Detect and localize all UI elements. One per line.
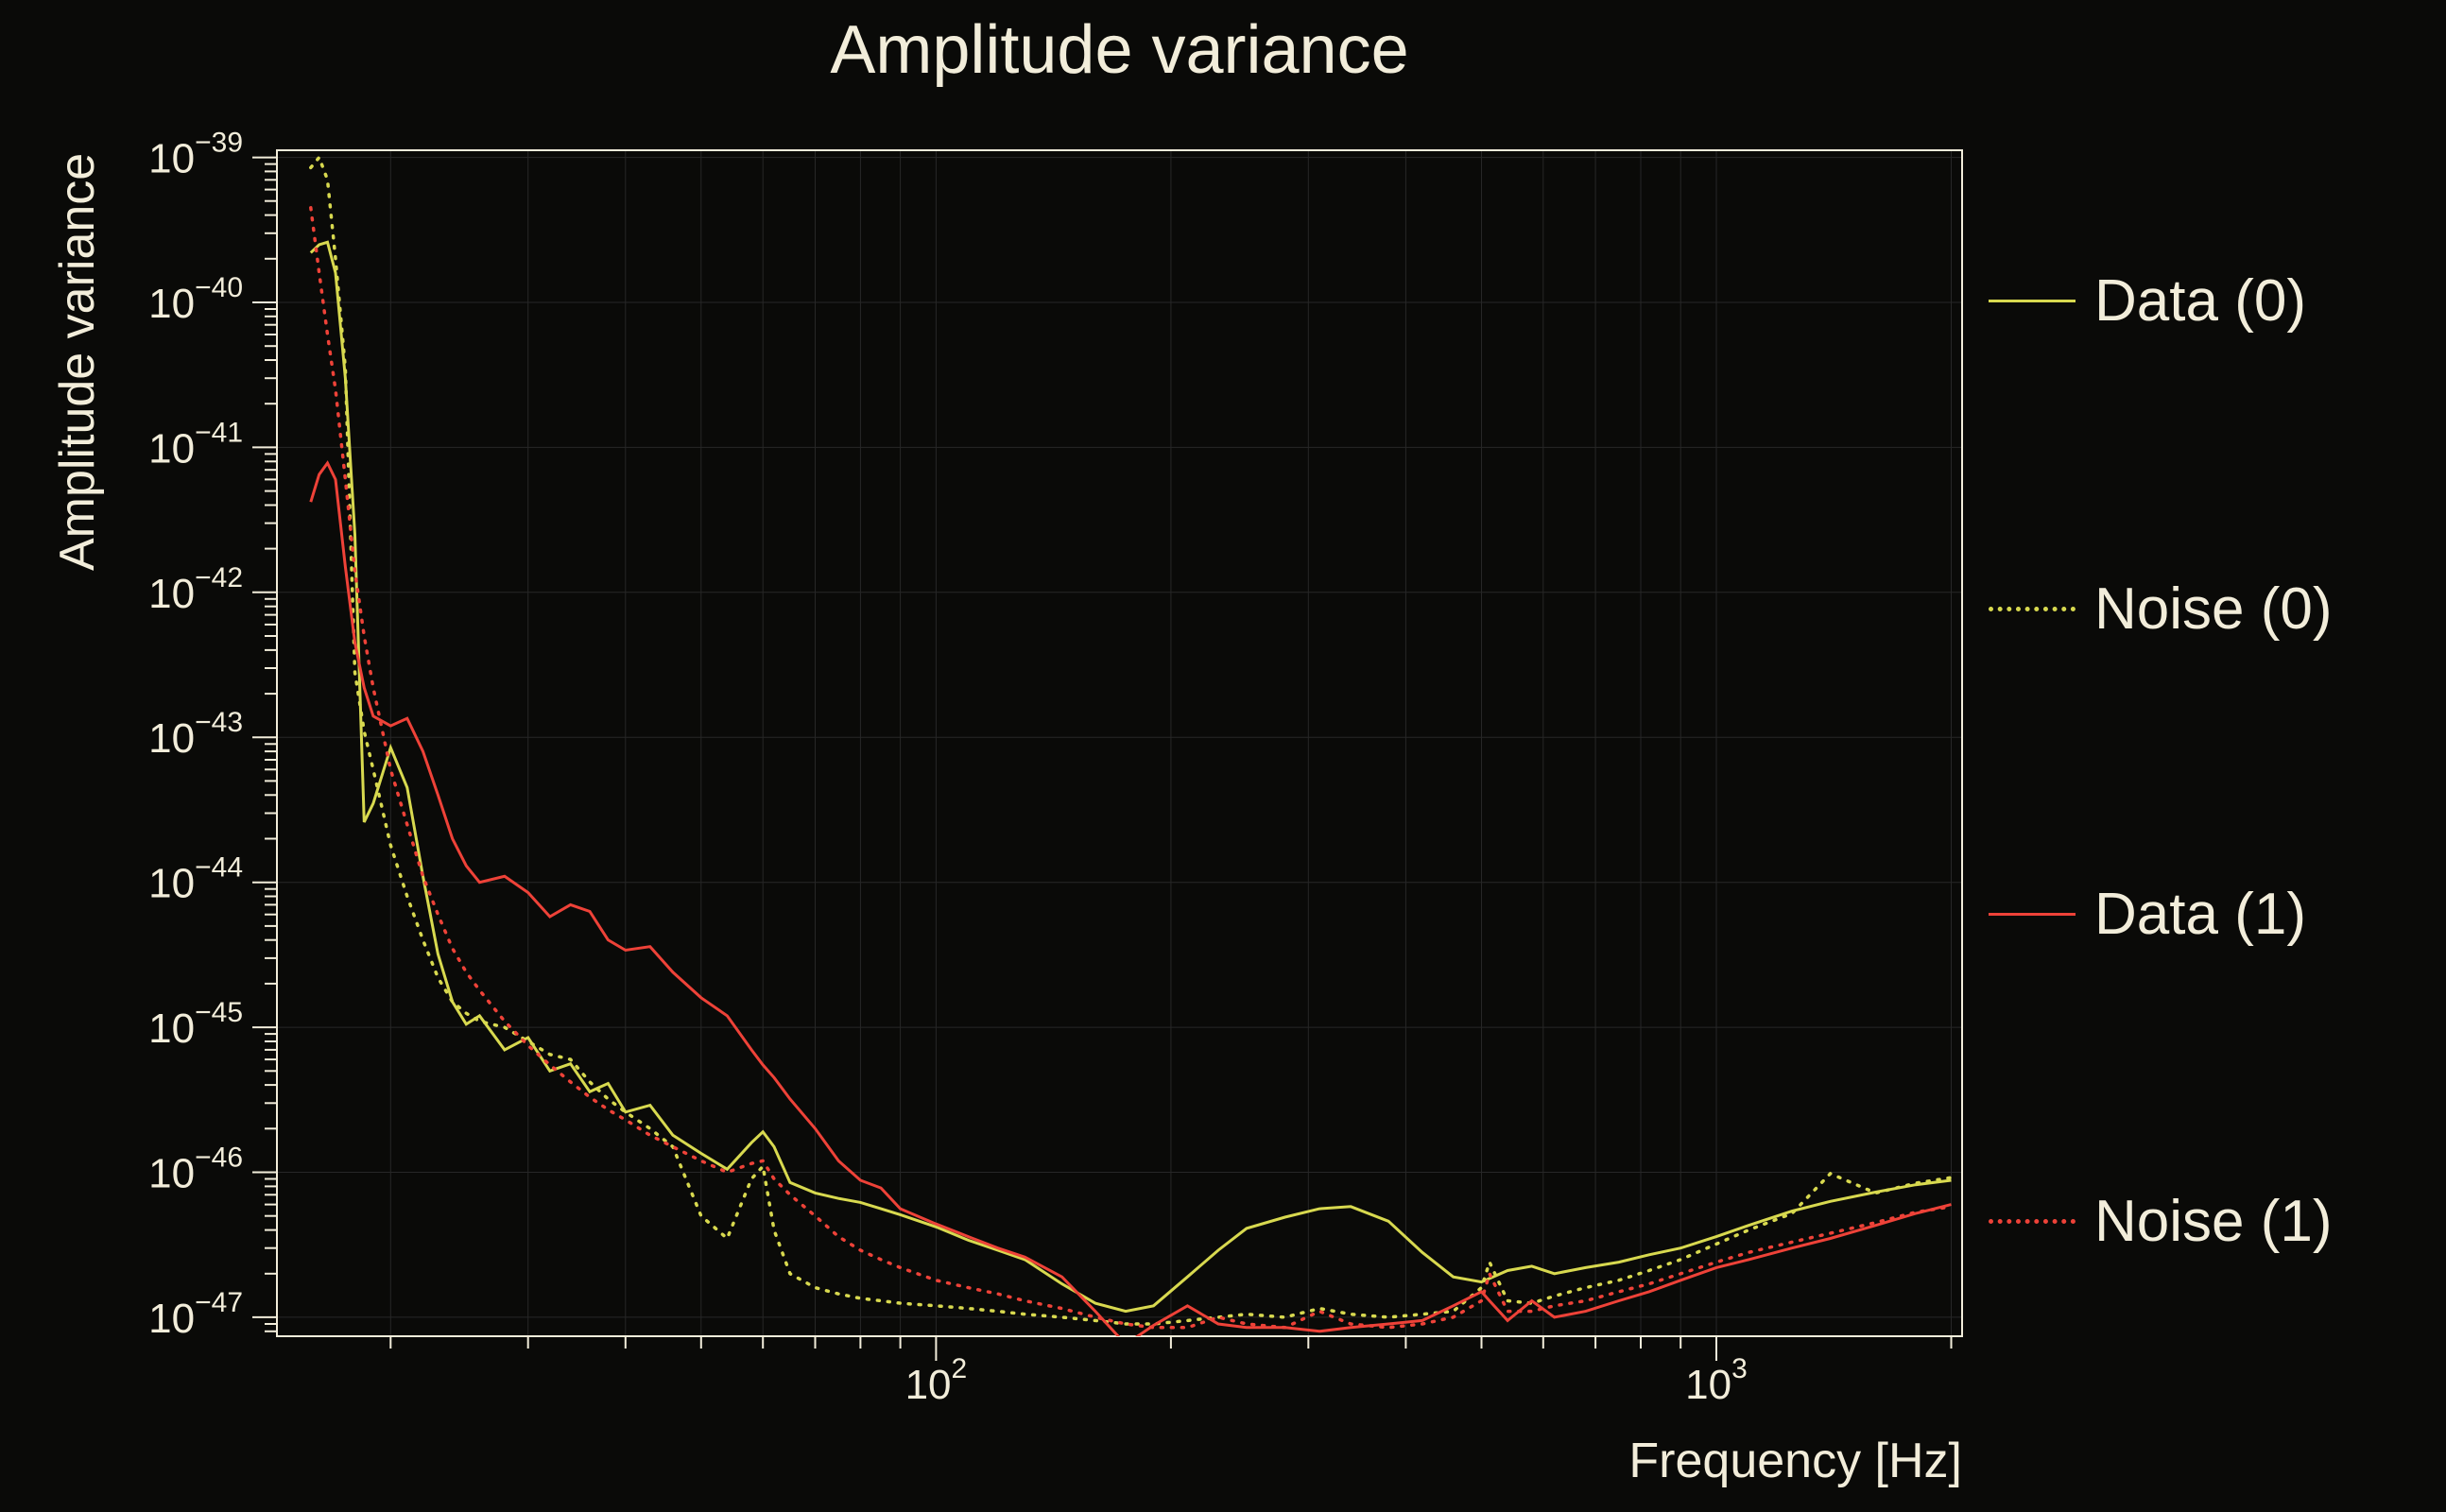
x-axis-title: Frequency [Hz]: [1628, 1434, 1962, 1488]
svg-text:10−41: 10−41: [148, 417, 243, 472]
legend-item-data-0: Data (0): [1989, 257, 2306, 344]
legend-line-sample-data-0: [1989, 299, 2076, 302]
legend-label-noise-0: Noise (0): [2094, 576, 2333, 642]
svg-text:10−42: 10−42: [148, 562, 243, 617]
svg-text:10−47: 10−47: [148, 1287, 243, 1342]
legend-label-noise-1: Noise (1): [2094, 1188, 2333, 1254]
legend-item-noise-0: Noise (0): [1989, 565, 2333, 652]
legend-line-sample-noise-0: [1989, 606, 2076, 611]
chart-title: Amplitude variance: [830, 12, 1409, 88]
svg-text:10−39: 10−39: [148, 128, 243, 182]
svg-text:10−44: 10−44: [148, 852, 243, 907]
legend-label-data-0: Data (0): [2094, 267, 2306, 334]
svg-text:10−45: 10−45: [148, 997, 243, 1052]
legend-line-sample-noise-1: [1989, 1218, 2076, 1224]
svg-text:102: 102: [905, 1353, 968, 1408]
svg-text:10−46: 10−46: [148, 1143, 243, 1197]
svg-text:103: 103: [1685, 1353, 1748, 1408]
svg-text:10−40: 10−40: [148, 272, 243, 327]
legend-label-data-1: Data (1): [2094, 881, 2306, 947]
svg-text:10−43: 10−43: [148, 707, 243, 762]
legend-item-noise-1: Noise (1): [1989, 1177, 2333, 1264]
legend-item-data-1: Data (1): [1989, 870, 2306, 957]
legend-line-sample-data-1: [1989, 912, 2076, 916]
